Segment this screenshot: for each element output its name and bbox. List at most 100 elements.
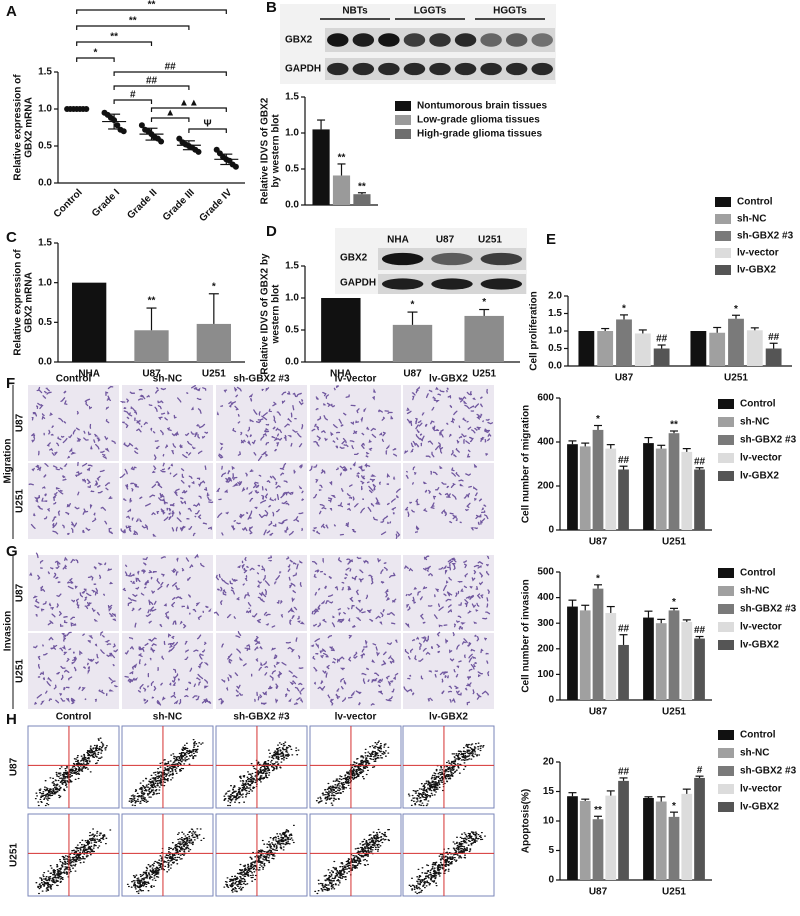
- y-tick-label: 0.5: [38, 141, 52, 152]
- flow-events: [223, 824, 295, 893]
- legend-swatch: [718, 604, 734, 614]
- x-tick-label: U87: [142, 369, 161, 380]
- blot-band: [480, 278, 523, 290]
- micrograph: [28, 385, 119, 461]
- stained-cells: [213, 555, 305, 628]
- y-tick-label: 1.5: [38, 67, 52, 78]
- bar: [618, 780, 629, 880]
- y-tick-label: 1.5: [548, 308, 562, 319]
- y-tick-label: 1.0: [285, 128, 299, 139]
- bar: [690, 331, 707, 366]
- blot-band: [378, 62, 400, 76]
- bar: [597, 331, 614, 366]
- column-label: sh-NC: [153, 712, 182, 723]
- significance-label: *: [596, 573, 600, 584]
- stained-cells: [29, 552, 117, 627]
- bar: [592, 588, 604, 700]
- bar: [567, 796, 578, 880]
- bar: [578, 331, 595, 366]
- stained-cells: [309, 461, 401, 539]
- significance-bracket: [150, 107, 227, 112]
- x-tick-label: U251: [724, 373, 748, 384]
- blot-band: [531, 62, 553, 76]
- bar: [668, 816, 680, 880]
- significance-label: **: [148, 296, 156, 307]
- significance-bracket: [113, 85, 190, 90]
- bar: [567, 444, 578, 530]
- panel-label: G: [6, 543, 18, 560]
- column-label: Control: [56, 374, 92, 385]
- blot-band: [352, 62, 375, 76]
- flow-plot: [309, 813, 402, 897]
- panel-label: B: [266, 0, 277, 16]
- column-label: Control: [56, 712, 92, 723]
- stained-cells: [218, 630, 305, 705]
- bar: [605, 795, 617, 880]
- significance-bracket: [188, 128, 227, 133]
- bar: [616, 319, 632, 366]
- bar: [655, 448, 667, 530]
- row-label: U87: [15, 413, 26, 432]
- legend-swatch: [715, 248, 731, 258]
- bar: [605, 448, 617, 530]
- bar: [592, 429, 604, 530]
- y-axis-label: Relative expression of: [13, 249, 24, 356]
- y-tick-label: 0.5: [285, 164, 299, 175]
- x-tick-label: NHA: [330, 369, 352, 380]
- data-point: [138, 122, 145, 129]
- bar: [643, 443, 654, 530]
- significance-bracket: [113, 71, 227, 76]
- blot-band: [403, 62, 426, 76]
- y-tick-label: 400: [537, 592, 554, 603]
- column-label: sh-GBX2 #3: [233, 712, 290, 723]
- legend-label: lv-vector: [737, 248, 779, 259]
- micrograph: [216, 385, 307, 461]
- significance-label: ##: [694, 456, 706, 467]
- significance-label: ##: [618, 455, 630, 466]
- blot-band: [403, 33, 426, 47]
- significance-label: **: [129, 16, 137, 27]
- y-tick-label: 0: [548, 695, 554, 706]
- y-tick-label: 2.0: [548, 291, 562, 302]
- legend-label: lv-vector: [740, 453, 782, 464]
- significance-label: *: [622, 304, 626, 315]
- data-point: [120, 128, 127, 135]
- legend-label: Control: [740, 399, 776, 410]
- y-tick-label: 500: [537, 567, 554, 578]
- blot-band: [381, 252, 424, 266]
- x-tick-label: U87: [615, 373, 634, 384]
- data-point: [195, 148, 202, 155]
- significance-label: ##: [146, 76, 158, 87]
- side-label: Migration: [3, 439, 14, 484]
- significance-bracket: [150, 117, 190, 122]
- bar: [134, 330, 169, 362]
- bar: [681, 793, 693, 880]
- significance-label: ##: [768, 332, 780, 343]
- blot-band: [429, 62, 451, 76]
- blot-band: [431, 252, 473, 266]
- y-tick-label: 0: [548, 525, 554, 536]
- significance-label: **: [148, 0, 156, 11]
- bar: [72, 282, 107, 362]
- bar: [392, 324, 433, 362]
- bar: [746, 330, 763, 366]
- bar: [694, 469, 705, 530]
- flow-events: [314, 828, 391, 895]
- significance-label: *: [672, 597, 676, 608]
- significance-label: **: [338, 153, 346, 164]
- bar: [618, 644, 629, 700]
- column-label: sh-GBX2 #3: [233, 374, 290, 385]
- legend-swatch: [718, 622, 734, 632]
- micrograph: [403, 633, 494, 709]
- significance-label: ▲: [165, 108, 175, 119]
- y-axis-label: Relative expression of: [13, 74, 24, 181]
- legend-label: sh-NC: [740, 748, 769, 759]
- x-tick-label: Grade IV: [197, 187, 234, 224]
- micrograph: [28, 633, 119, 709]
- legend-swatch: [715, 197, 731, 207]
- flow-plot: [402, 725, 495, 809]
- stained-cells: [311, 556, 397, 628]
- x-tick-label: Grade II: [125, 187, 159, 221]
- flow-plot: [27, 813, 120, 897]
- blot-band: [454, 62, 477, 76]
